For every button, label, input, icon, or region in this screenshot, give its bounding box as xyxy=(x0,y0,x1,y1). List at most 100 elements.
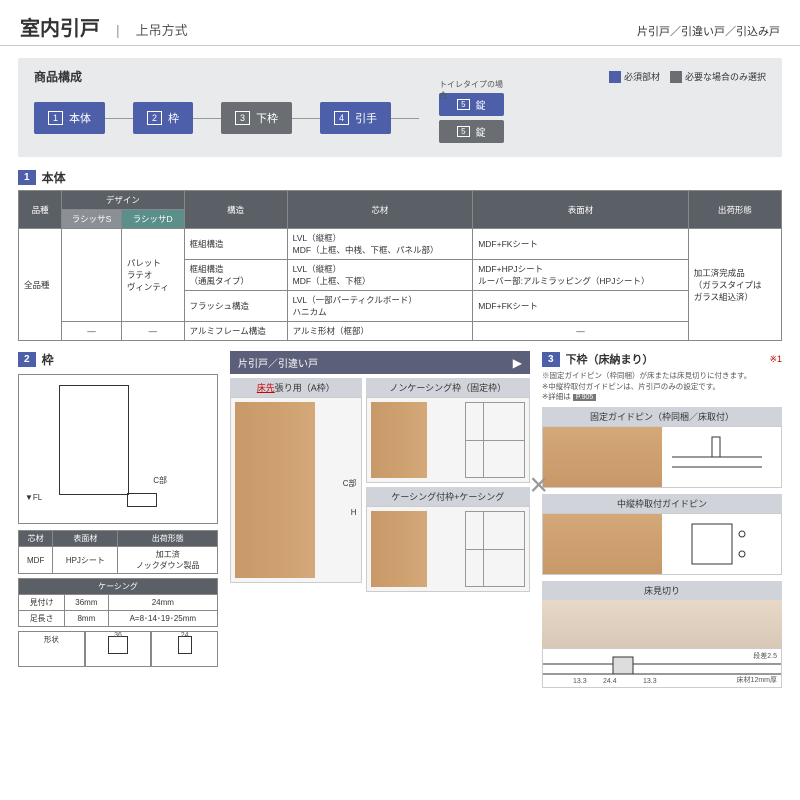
td-blank xyxy=(62,229,122,322)
x-icon: × xyxy=(529,467,548,504)
panel-a-frame: 床先張り用（A枠） C部 H xyxy=(230,378,362,592)
guide-svg xyxy=(662,427,781,487)
td-core: LVL（縦框） MDF（上框、下框） xyxy=(287,260,473,291)
floor-photo xyxy=(542,600,782,648)
td-struct: フラッシュ構造 xyxy=(184,291,287,322)
legend-required: 必須部材 xyxy=(609,70,660,84)
photo-guide xyxy=(543,427,662,487)
section-title: 本体 xyxy=(42,169,66,186)
wood-photo xyxy=(371,511,427,587)
col-mid: 片引戸／引違い戸 ▶ 床先張り用（A枠） C部 H ノンケーシング枠（固定枠） … xyxy=(230,351,530,694)
legend-optional: 必要な場合のみ選択 xyxy=(670,70,766,84)
title-divider: | xyxy=(116,22,120,38)
casing-table: ケーシング 見付け36mm24mm 足長さ8mmA=8･14･19･25mm xyxy=(18,578,218,627)
legend-box-blue xyxy=(609,71,621,83)
td-dash: — xyxy=(121,322,184,341)
r-body-2 xyxy=(542,513,782,575)
floor-svg xyxy=(543,649,781,687)
frame-c-part xyxy=(127,493,157,507)
connector xyxy=(105,118,133,119)
panel-mid-guide: 中縦枠取付ガイドピン xyxy=(542,494,782,575)
page-title: 室内引戸 xyxy=(20,12,100,41)
floor-draw: 段差2.5 13.3 24.4 13.3 床材12mm厚 xyxy=(542,648,782,688)
td-surf: — xyxy=(473,322,689,341)
th-structure: 構造 xyxy=(184,191,287,229)
th-surface: 表面材 xyxy=(473,191,689,229)
r-body-1 xyxy=(542,426,782,488)
col-frame: 2 枠 ▼FL C部 芯材表面材出荷形態 MDFHPJシート加工済 ノックダウン… xyxy=(18,351,218,694)
toilet-note: トイレタイプの場合 xyxy=(439,79,503,101)
door-types: 片引戸／引違い戸／引込み戸 xyxy=(637,23,780,39)
th-type: 品種 xyxy=(19,191,62,229)
panel-floor-cut: 床見切り 段差2.5 13.3 24.4 13.3 床材12mm厚 xyxy=(542,581,782,688)
composition-title: 商品構成 xyxy=(34,68,82,85)
arrow-icon: ▶ xyxy=(513,356,522,370)
casing-profiles: 形状 36 24 xyxy=(18,631,218,667)
page-header: 室内引戸 | 上吊方式 片引戸／引違い戸／引込み戸 xyxy=(0,0,800,46)
connector xyxy=(391,118,419,119)
composition-header: 商品構成 必須部材 必要な場合のみ選択 xyxy=(34,68,766,85)
sp-head-non: ノンケーシング枠（固定枠） xyxy=(366,378,530,397)
td-design: パレット ラテオ ヴィンティ xyxy=(121,229,184,322)
sub-panels-row1: 床先張り用（A枠） C部 H ノンケーシング枠（固定枠） ケーシング付枠+ケーシ… xyxy=(230,378,530,592)
section-1-head: 1 本体 xyxy=(18,169,782,186)
frame-diagram: ▼FL C部 xyxy=(18,374,218,524)
lock-gray: 5錠 xyxy=(439,120,503,143)
td-struct: アルミフレーム構造 xyxy=(184,322,287,341)
profile-label: 形状 xyxy=(18,631,85,667)
th-lasissa-s: ラシッサS xyxy=(62,210,122,229)
sp-head-casing: ケーシング付枠+ケーシング xyxy=(366,487,530,506)
td-category: 全品種 xyxy=(19,229,62,341)
section-num: 1 xyxy=(18,170,36,185)
connector xyxy=(193,118,221,119)
td-struct: 框組構造 （通風タイプ） xyxy=(184,260,287,291)
main-table: 品種 デザイン 構造 芯材 表面材 出荷形態 ラシッサS ラシッサD 全品種 パ… xyxy=(18,190,782,341)
step-body: 1本体 xyxy=(34,102,105,134)
lock-branch: トイレタイプの場合 5錠 5錠 xyxy=(439,93,503,143)
sp-body-a: C部 H xyxy=(230,397,362,583)
mid-panel-head: 片引戸／引違い戸 ▶ xyxy=(230,351,530,374)
sp-head-a: 床先張り用（A枠） xyxy=(230,378,362,397)
sp-body-casing xyxy=(366,506,530,592)
page-subtitle: 上吊方式 xyxy=(136,20,188,39)
cross-section xyxy=(465,511,525,587)
section-3-head: 3 下枠（床納まり） ※1 xyxy=(542,351,782,367)
td-surf: MDF+HPJシート ルーバー部:アルミラッピング（HPJシート） xyxy=(473,260,689,291)
step-handle: 4引手 xyxy=(320,102,391,134)
flow-steps: 1本体 2枠 3下枠 4引手 トイレタイプの場合 5錠 5錠 xyxy=(34,93,766,143)
wood-photo xyxy=(371,402,427,478)
td-struct: 框組構造 xyxy=(184,229,287,260)
td-ship: 加工済完成品 （ガラスタイプは ガラス組込済） xyxy=(688,229,781,341)
th-design: デザイン xyxy=(62,191,184,210)
panel-guide-pin: 固定ガイドピン（枠同梱／床取付） xyxy=(542,407,782,488)
panel-non-casing: ノンケーシング枠（固定枠） ケーシング付枠+ケーシング × xyxy=(366,378,530,592)
photo-mid xyxy=(543,514,662,574)
section-2-head: 2 枠 xyxy=(18,351,218,368)
col-right: 3 下枠（床納まり） ※1 ※固定ガイドピン（枠同梱）が床または床見切りに付きま… xyxy=(542,351,782,694)
wood-photo xyxy=(235,402,315,578)
td-core: LVL（縦框） MDF（上框、中桟、下框、パネル部） xyxy=(287,229,473,260)
fl-label: ▼FL xyxy=(25,493,42,502)
legend: 必須部材 必要な場合のみ選択 xyxy=(609,70,766,84)
composition-panel: 商品構成 必須部材 必要な場合のみ選択 1本体 2枠 3下枠 4引手 トイレタイ… xyxy=(18,58,782,157)
td-core: アルミ形材（框部） xyxy=(287,322,473,341)
th-ship: 出荷形態 xyxy=(688,191,781,229)
td-surf: MDF+FKシート xyxy=(473,291,689,322)
th-lasissa-d: ラシッサD xyxy=(121,210,184,229)
step-frame: 2枠 xyxy=(133,102,193,134)
legend-box-gray xyxy=(670,71,682,83)
sp-body-non xyxy=(366,397,530,483)
td-dash: — xyxy=(62,322,122,341)
connector xyxy=(292,118,320,119)
frame-outline xyxy=(59,385,129,495)
mid-svg xyxy=(662,514,781,574)
profile-24: 24 xyxy=(151,631,218,667)
td-core: LVL（一部パーティクルボード） ハニカム xyxy=(287,291,473,322)
td-surf: MDF+FKシート xyxy=(473,229,689,260)
cross-section xyxy=(465,402,525,478)
step-lower-frame: 3下枠 xyxy=(221,102,292,134)
c-label: C部 xyxy=(153,475,167,486)
th-core: 芯材 xyxy=(287,191,473,229)
section-3-notes: ※固定ガイドピン（枠同梱）が床または床見切りに付きます。 ※中縦枠取付ガイドピン… xyxy=(542,371,782,403)
profile-36: 36 xyxy=(85,631,152,667)
